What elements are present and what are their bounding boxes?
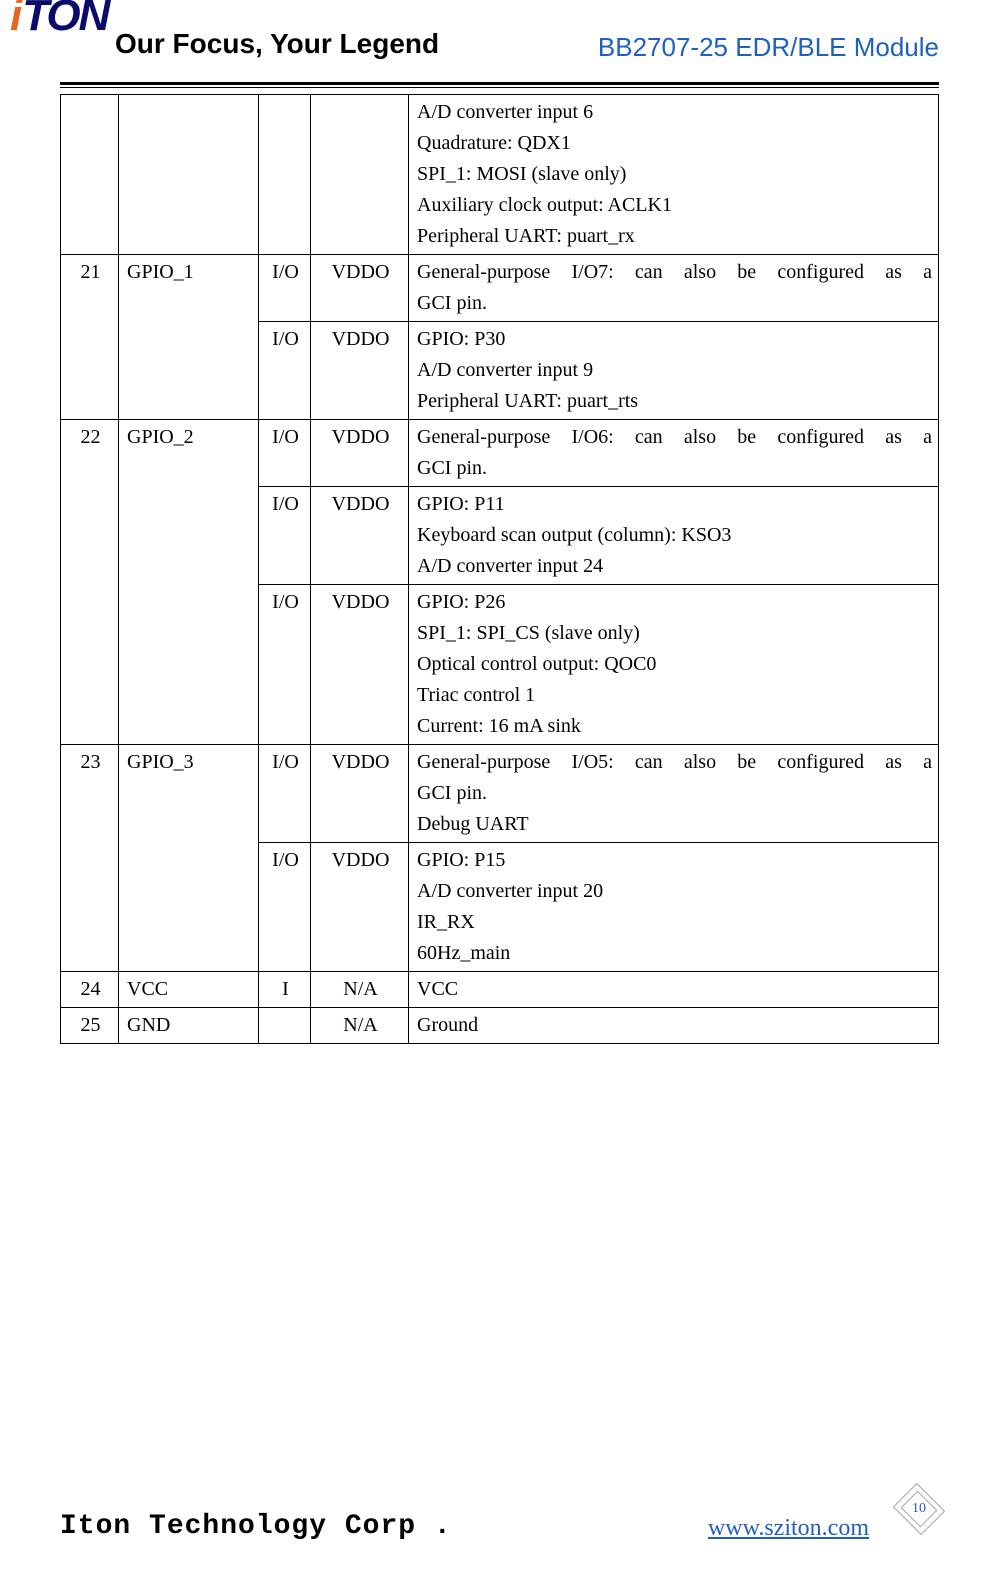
cell-io: I/O <box>259 487 311 585</box>
cell-domain: N/A <box>311 1008 409 1044</box>
desc-line: Triac control 1 <box>417 680 932 711</box>
desc-line: General-purpose I/O6: can also be config… <box>417 422 932 453</box>
table-row: A/D converter input 6Quadrature: QDX1SPI… <box>61 95 939 255</box>
tagline: Our Focus, Your Legend <box>115 28 439 60</box>
desc-line: Ground <box>417 1010 932 1041</box>
cell-name: GPIO_1 <box>119 255 259 420</box>
table-row: 23GPIO_3I/OVDDOGeneral-purpose I/O5: can… <box>61 745 939 843</box>
logo-i: i <box>10 0 22 36</box>
desc-line: General-purpose I/O5: can also be config… <box>417 747 932 778</box>
cell-name: GPIO_2 <box>119 420 259 745</box>
cell-domain: N/A <box>311 972 409 1008</box>
cell-domain: VDDO <box>311 322 409 420</box>
company-url[interactable]: www.sziton.com <box>708 1515 869 1542</box>
cell-io: I/O <box>259 585 311 745</box>
desc-line: SPI_1: SPI_CS (slave only) <box>417 618 932 649</box>
desc-line: GCI pin. <box>417 778 932 809</box>
cell-domain: VDDO <box>311 255 409 322</box>
cell-description: General-purpose I/O6: can also be config… <box>409 420 939 487</box>
desc-line: VCC <box>417 974 932 1005</box>
cell-description: Ground <box>409 1008 939 1044</box>
page: iTON Our Focus, Your Legend BB2707-25 ED… <box>0 0 999 1572</box>
table-row: 24VCCIN/AVCC <box>61 972 939 1008</box>
desc-line: SPI_1: MOSI (slave only) <box>417 159 932 190</box>
desc-line: Peripheral UART: puart_rx <box>417 221 932 252</box>
cell-io <box>259 95 311 255</box>
cell-description: GPIO: P11Keyboard scan output (column): … <box>409 487 939 585</box>
desc-line: General-purpose I/O7: can also be config… <box>417 257 932 288</box>
page-footer: Iton Technology Corp . www.sziton.com 10 <box>60 1511 939 1542</box>
page-number: 10 <box>912 1501 926 1517</box>
cell-pin: 25 <box>61 1008 119 1044</box>
page-header: iTON Our Focus, Your Legend BB2707-25 ED… <box>60 0 939 80</box>
cell-name: GND <box>119 1008 259 1044</box>
content: A/D converter input 6Quadrature: QDX1SPI… <box>60 80 939 1044</box>
cell-domain: VDDO <box>311 843 409 972</box>
cell-name: VCC <box>119 972 259 1008</box>
cell-domain: VDDO <box>311 585 409 745</box>
cell-domain: VDDO <box>311 420 409 487</box>
cell-io: I/O <box>259 322 311 420</box>
cell-pin: 24 <box>61 972 119 1008</box>
desc-line: Debug UART <box>417 809 932 840</box>
desc-line: A/D converter input 6 <box>417 97 932 128</box>
cell-description: GPIO: P26SPI_1: SPI_CS (slave only)Optic… <box>409 585 939 745</box>
header-rule <box>60 82 939 88</box>
desc-line: GPIO: P30 <box>417 324 932 355</box>
desc-line: GPIO: P11 <box>417 489 932 520</box>
desc-line: Quadrature: QDX1 <box>417 128 932 159</box>
cell-io: I <box>259 972 311 1008</box>
cell-pin: 23 <box>61 745 119 972</box>
desc-line: Current: 16 mA sink <box>417 711 932 742</box>
product-name: BB2707-25 EDR/BLE Module <box>598 32 939 63</box>
desc-line: A/D converter input 9 <box>417 355 932 386</box>
page-number-inner: 10 <box>901 1491 938 1528</box>
cell-name <box>119 95 259 255</box>
desc-line: IR_RX <box>417 907 932 938</box>
desc-line: Peripheral UART: puart_rts <box>417 386 932 417</box>
logo-ton: TON <box>22 0 108 36</box>
desc-line: GPIO: P26 <box>417 587 932 618</box>
logo: iTON <box>10 0 108 36</box>
cell-pin: 21 <box>61 255 119 420</box>
page-number-ornament: 10 <box>893 1483 945 1535</box>
desc-line: GPIO: P15 <box>417 845 932 876</box>
cell-domain: VDDO <box>311 487 409 585</box>
cell-description: A/D converter input 6Quadrature: QDX1SPI… <box>409 95 939 255</box>
desc-line: Auxiliary clock output: ACLK1 <box>417 190 932 221</box>
desc-line: A/D converter input 24 <box>417 551 932 582</box>
cell-io: I/O <box>259 420 311 487</box>
pin-table-body: A/D converter input 6Quadrature: QDX1SPI… <box>61 95 939 1044</box>
cell-description: VCC <box>409 972 939 1008</box>
cell-io <box>259 1008 311 1044</box>
cell-pin: 22 <box>61 420 119 745</box>
desc-line: Optical control output: QOC0 <box>417 649 932 680</box>
pin-table: A/D converter input 6Quadrature: QDX1SPI… <box>60 94 939 1044</box>
cell-name: GPIO_3 <box>119 745 259 972</box>
cell-domain <box>311 95 409 255</box>
desc-line: Keyboard scan output (column): KSO3 <box>417 520 932 551</box>
cell-description: GPIO: P30A/D converter input 9Peripheral… <box>409 322 939 420</box>
table-row: 21GPIO_1I/OVDDOGeneral-purpose I/O7: can… <box>61 255 939 322</box>
cell-description: GPIO: P15A/D converter input 20IR_RX60Hz… <box>409 843 939 972</box>
cell-io: I/O <box>259 255 311 322</box>
cell-description: General-purpose I/O7: can also be config… <box>409 255 939 322</box>
desc-line: GCI pin. <box>417 288 932 319</box>
table-row: 22GPIO_2I/OVDDOGeneral-purpose I/O6: can… <box>61 420 939 487</box>
cell-io: I/O <box>259 843 311 972</box>
cell-description: General-purpose I/O5: can also be config… <box>409 745 939 843</box>
table-row: 25GND N/A Ground <box>61 1008 939 1044</box>
desc-line: GCI pin. <box>417 453 932 484</box>
desc-line: A/D converter input 20 <box>417 876 932 907</box>
desc-line: 60Hz_main <box>417 938 932 969</box>
cell-io: I/O <box>259 745 311 843</box>
cell-pin <box>61 95 119 255</box>
company-name: Iton Technology Corp . <box>60 1511 452 1542</box>
cell-domain: VDDO <box>311 745 409 843</box>
